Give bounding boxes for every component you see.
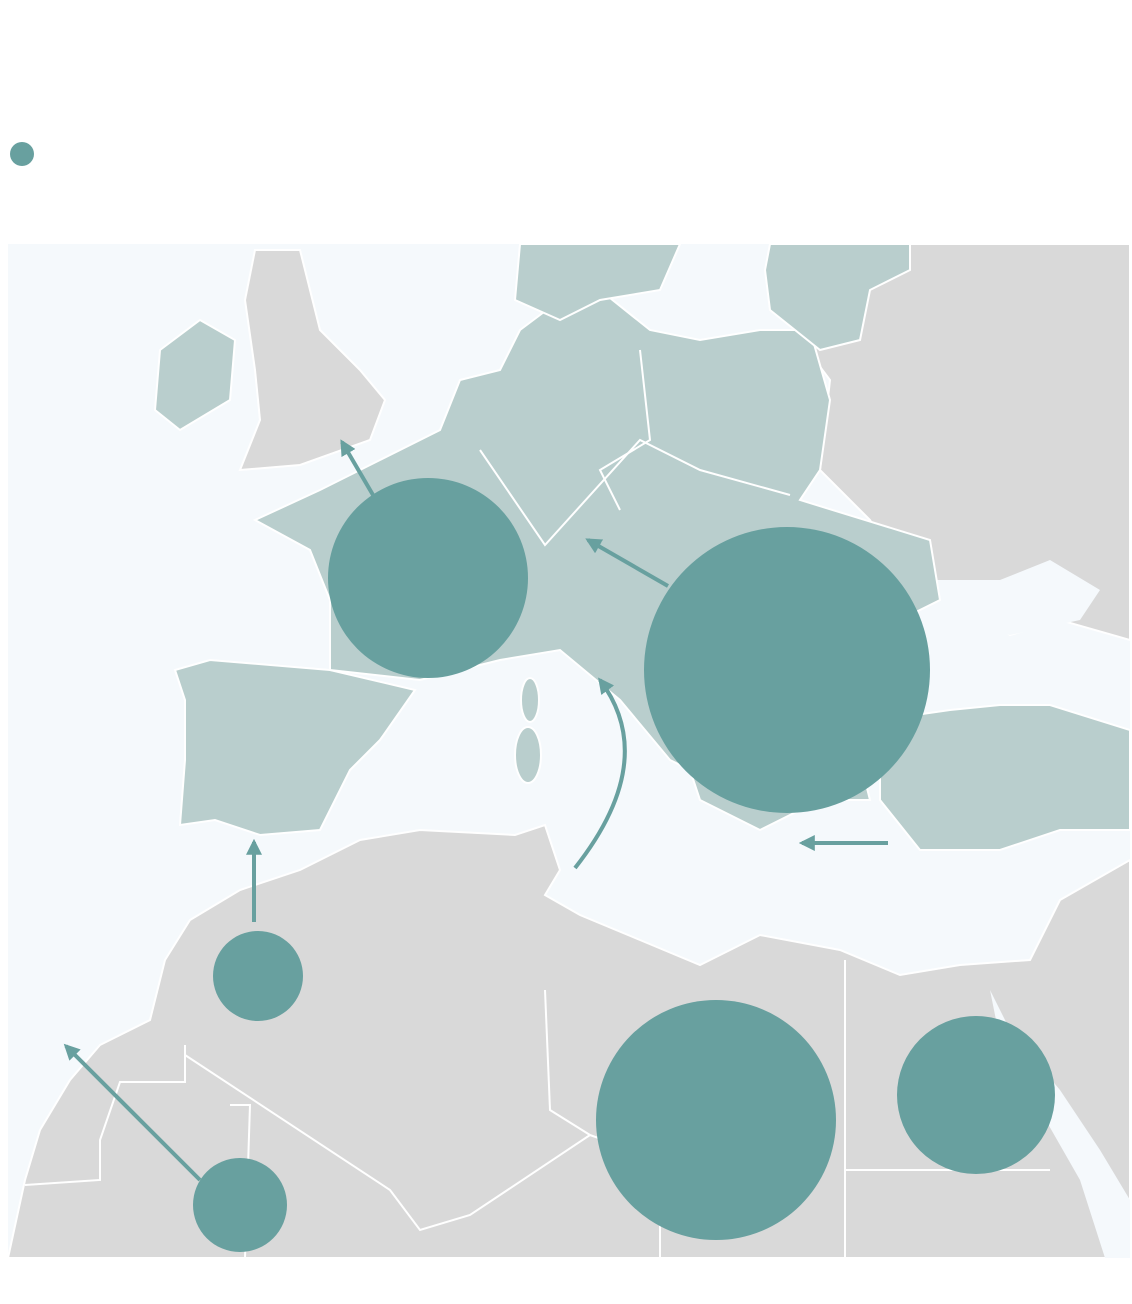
ireland — [153, 318, 237, 432]
map — [8, 244, 1130, 1258]
bubble — [644, 527, 930, 813]
baltics — [763, 244, 911, 352]
flow-arrow — [573, 677, 627, 870]
flow-arrow — [340, 439, 375, 497]
flow-arrow — [585, 538, 669, 588]
corsica — [520, 677, 540, 723]
border — [544, 989, 591, 1136]
sardinia — [514, 726, 542, 784]
legend-marker — [10, 142, 34, 166]
scandinavia — [513, 244, 682, 322]
border — [479, 438, 791, 547]
bubble — [213, 931, 303, 1021]
great-britain — [238, 249, 387, 472]
africa — [8, 823, 1130, 1258]
flow-arrow — [63, 1043, 202, 1182]
bubble — [193, 1158, 287, 1252]
bubble — [897, 1016, 1055, 1174]
bubble — [328, 478, 528, 678]
border — [598, 349, 652, 511]
border — [24, 1045, 186, 1186]
bubble — [596, 1000, 836, 1240]
black-sea — [920, 560, 1100, 635]
turkey — [879, 704, 1130, 851]
